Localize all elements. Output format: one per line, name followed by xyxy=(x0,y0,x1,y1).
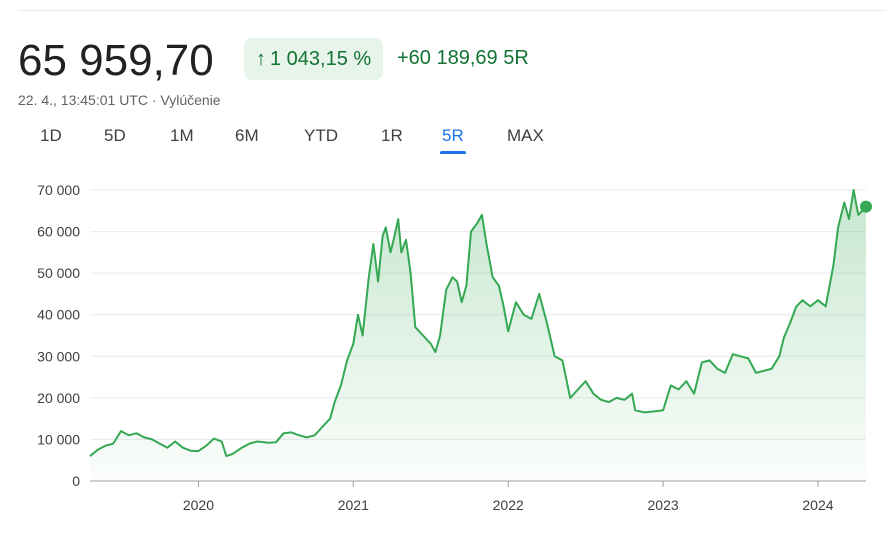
current-price-dot xyxy=(860,200,872,213)
y-tick-label: 70 000 xyxy=(37,182,80,198)
timestamp-disclaimer: 22. 4., 13:45:01 UTC · Vylúčenie xyxy=(18,92,221,108)
x-tick-label: 2022 xyxy=(493,497,524,513)
change-period: 5R xyxy=(503,47,529,69)
y-tick-label: 20 000 xyxy=(37,390,80,406)
x-tick-label: 2021 xyxy=(338,497,369,513)
y-tick-label: 0 xyxy=(72,473,80,489)
absolute-change-value: +60 189,69 xyxy=(397,47,498,69)
x-tick-label: 2024 xyxy=(802,497,833,513)
y-tick-label: 10 000 xyxy=(37,431,80,447)
tab-ytd[interactable]: YTD xyxy=(304,126,338,145)
tab-1m[interactable]: 1M xyxy=(170,126,194,145)
tab-max[interactable]: MAX xyxy=(507,126,544,145)
y-tick-label: 60 000 xyxy=(37,224,80,240)
absolute-change: +60 189,69 5R xyxy=(397,47,529,70)
current-price: 65 959,70 xyxy=(18,36,214,85)
price-area-fill xyxy=(90,190,866,481)
price-chart[interactable]: 0 10 000 20 000 30 000 40 000 50 000 60 000 70 … xyxy=(0,170,886,534)
price-line xyxy=(89,189,867,458)
tab-1d[interactable]: 1D xyxy=(40,126,62,145)
y-tick-label: 40 000 xyxy=(37,307,80,323)
percent-change-value: 1 043,15 % xyxy=(270,47,372,70)
x-tick-label: 2023 xyxy=(648,497,679,513)
y-tick-label: 30 000 xyxy=(37,348,80,364)
y-tick-label: 50 000 xyxy=(37,265,80,281)
tab-5r[interactable]: 5R xyxy=(440,126,466,154)
percent-change-badge: ↑ 1 043,15 % xyxy=(244,38,384,80)
top-divider xyxy=(18,10,886,11)
x-tick-label: 2020 xyxy=(183,497,214,513)
tab-6m[interactable]: 6M xyxy=(235,126,259,145)
tab-5d[interactable]: 5D xyxy=(104,126,126,145)
tab-1r[interactable]: 1R xyxy=(381,126,403,145)
arrow-up-icon: ↑ xyxy=(256,47,266,70)
